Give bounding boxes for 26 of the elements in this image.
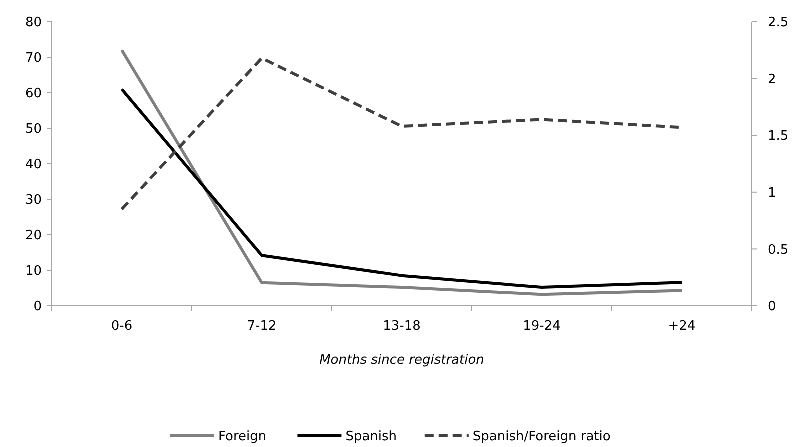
y-tick-label: 0	[34, 300, 42, 315]
y-tick-label: 80	[25, 16, 42, 31]
x-tick-label: 7-12	[247, 319, 277, 334]
x-tick-label: 13-18	[383, 319, 421, 334]
legend-label: Spanish/Foreign ratio	[472, 430, 611, 445]
x-tick-label: 19-24	[523, 319, 561, 334]
x-axis-title: Months since registration	[320, 353, 484, 368]
line-series	[120, 88, 684, 290]
y-tick-label: 20	[25, 228, 42, 244]
y-tick-label: 70	[25, 51, 42, 66]
x-tick-label: 0-6	[111, 319, 133, 334]
legend-label: Spanish	[346, 430, 398, 445]
y2-tick-label: 1	[768, 186, 776, 201]
y2-tick-label: 0.5	[768, 242, 789, 258]
y2-tick-label: 2	[768, 72, 776, 88]
legend-label: Foreign	[218, 430, 267, 445]
y2-tick-label: 2.5	[768, 16, 789, 31]
x-tick-label: +24	[668, 319, 696, 334]
y2-tick-label: 1.5	[768, 129, 789, 144]
y-tick-label: 30	[25, 193, 42, 208]
y-tick-label: 40	[25, 158, 42, 173]
y-tick-label: 60	[25, 86, 42, 102]
y2-tick-label: 0	[768, 300, 776, 315]
line-series	[120, 48, 684, 296]
y-tick-label: 50	[25, 122, 42, 138]
y-tick-label: 10	[25, 264, 42, 280]
